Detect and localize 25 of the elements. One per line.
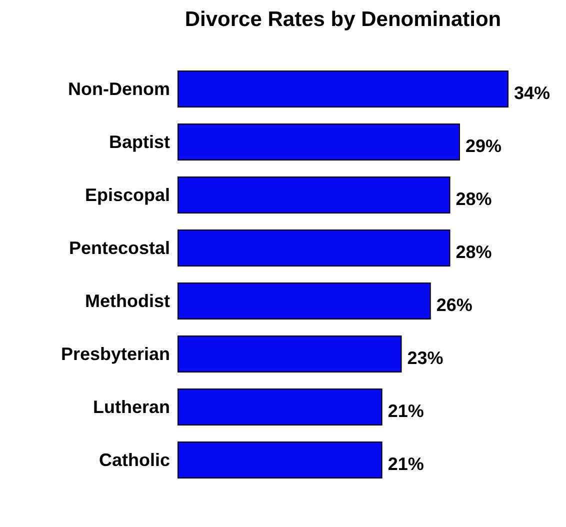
data-label: 28% — [456, 189, 492, 209]
bar — [178, 124, 460, 160]
data-label: 21% — [388, 401, 424, 421]
y-tick-label: Baptist — [108, 132, 170, 152]
bar — [178, 388, 382, 426]
y-tick-label: Episcopal — [84, 184, 170, 205]
y-tick-label: Catholic — [98, 450, 170, 470]
bar — [178, 442, 382, 478]
bar — [178, 336, 402, 372]
y-tick-label: Lutheran — [92, 396, 170, 417]
data-label: 29% — [465, 136, 502, 156]
chart-title: Divorce Rates by Denomination — [184, 8, 502, 32]
y-tick-label: Presbyterian — [60, 344, 170, 364]
y-tick-label: Non-Denom — [68, 78, 170, 99]
bar — [178, 230, 450, 266]
data-label: 23% — [407, 348, 444, 368]
data-label: 34% — [514, 83, 550, 103]
data-label: 21% — [388, 454, 424, 474]
y-tick-label: Pentecostal — [68, 238, 170, 258]
y-tick-label: Methodist — [85, 290, 170, 311]
bar — [178, 176, 450, 214]
bar — [178, 70, 508, 108]
data-label: 26% — [436, 295, 472, 315]
data-label: 28% — [456, 242, 492, 262]
bar — [178, 282, 431, 320]
